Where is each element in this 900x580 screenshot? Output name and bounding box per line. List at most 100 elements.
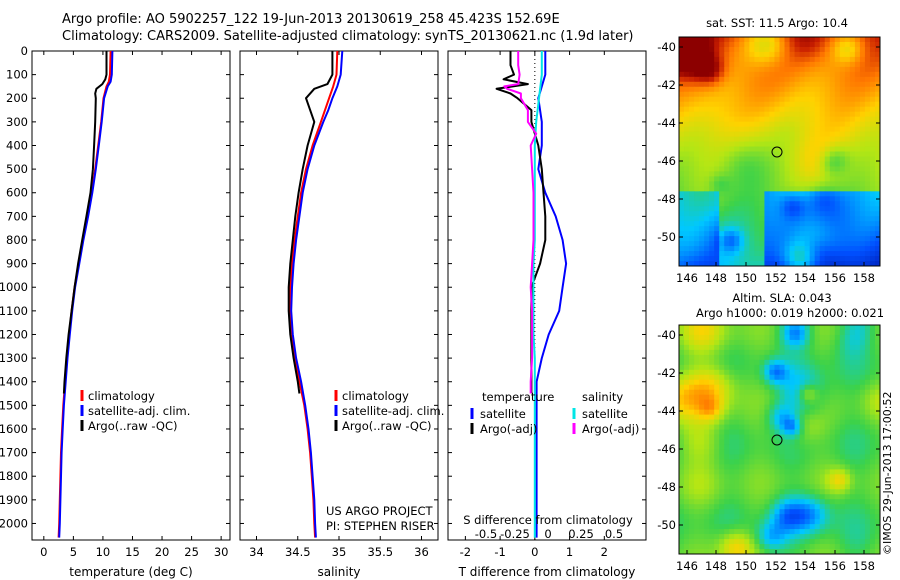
map-cell bbox=[814, 529, 821, 535]
map-cell bbox=[734, 96, 740, 103]
map-cell bbox=[774, 489, 781, 495]
map-cell bbox=[854, 136, 861, 143]
map-cell bbox=[694, 56, 700, 63]
map-cell bbox=[864, 519, 871, 525]
map-cell bbox=[724, 91, 730, 98]
map-cell bbox=[759, 151, 766, 158]
map-cell bbox=[809, 544, 816, 550]
map-cell bbox=[759, 524, 766, 530]
map-cell bbox=[799, 37, 806, 43]
map-cell bbox=[704, 329, 710, 336]
map-cell bbox=[714, 519, 720, 525]
map-cell bbox=[679, 489, 685, 495]
map-cell bbox=[724, 251, 730, 257]
map-cell bbox=[854, 434, 861, 441]
map-cell bbox=[724, 146, 730, 153]
map-cell bbox=[829, 71, 836, 78]
map-cell bbox=[794, 196, 801, 202]
map-cell bbox=[694, 325, 700, 331]
map-cell bbox=[704, 325, 710, 331]
map-cell bbox=[759, 171, 766, 177]
map-cell bbox=[734, 66, 740, 73]
map-cell bbox=[799, 201, 806, 207]
map-y-tick-label: -50 bbox=[657, 230, 676, 244]
map-cell bbox=[804, 529, 811, 535]
map-cell bbox=[744, 171, 750, 177]
map-cell bbox=[739, 494, 745, 500]
map-cell bbox=[739, 549, 745, 554]
map-cell bbox=[784, 96, 791, 103]
map-cell bbox=[779, 86, 786, 93]
map-cell bbox=[694, 181, 700, 187]
map-cell bbox=[784, 484, 791, 490]
map-cell bbox=[714, 151, 720, 158]
map-cell bbox=[709, 459, 715, 465]
map-cell bbox=[774, 156, 781, 163]
map-cell bbox=[864, 444, 871, 451]
map-cell bbox=[684, 364, 690, 371]
map-cell bbox=[714, 544, 720, 550]
map-cell bbox=[764, 176, 771, 182]
map-cell bbox=[689, 136, 695, 143]
map-cell bbox=[729, 529, 735, 535]
map-cell bbox=[749, 404, 755, 411]
map-cell bbox=[859, 474, 866, 480]
map-cell bbox=[819, 186, 826, 192]
map-cell bbox=[709, 86, 715, 93]
map-cell bbox=[869, 61, 876, 68]
map-cell bbox=[869, 96, 876, 103]
map-cell bbox=[814, 399, 821, 406]
map-cell bbox=[839, 81, 846, 88]
map-cell bbox=[699, 429, 705, 436]
map-cell bbox=[709, 126, 715, 133]
map-cell bbox=[784, 344, 791, 351]
map-cell bbox=[684, 354, 690, 361]
map-cell bbox=[784, 439, 791, 446]
map-cell bbox=[834, 364, 841, 371]
map-cell bbox=[689, 191, 695, 197]
map-cell bbox=[734, 544, 740, 550]
map-cell bbox=[869, 66, 876, 73]
map-cell bbox=[804, 61, 811, 68]
map-cell bbox=[814, 349, 821, 356]
map-cell bbox=[809, 334, 816, 341]
map-cell bbox=[714, 504, 720, 510]
map-cell bbox=[754, 539, 761, 545]
map-cell bbox=[789, 409, 796, 416]
map-cell bbox=[839, 156, 846, 163]
map-cell bbox=[749, 166, 755, 173]
map-cell bbox=[754, 384, 761, 391]
map-cell bbox=[709, 206, 715, 212]
map-cell bbox=[729, 404, 735, 411]
map-cell bbox=[764, 126, 771, 133]
map-cell bbox=[799, 121, 806, 128]
map-cell bbox=[824, 41, 831, 48]
map-cell bbox=[814, 434, 821, 441]
map-cell bbox=[774, 549, 781, 554]
map-cell bbox=[729, 454, 735, 461]
map-cell bbox=[809, 41, 816, 48]
map-cell bbox=[699, 424, 705, 431]
map-cell bbox=[829, 534, 836, 540]
x-tick-label-top: -0.5 bbox=[475, 527, 497, 541]
map-cell bbox=[764, 101, 771, 108]
map-cell bbox=[874, 394, 880, 401]
map-cell bbox=[819, 474, 826, 480]
map-cell bbox=[729, 434, 735, 441]
map-cell bbox=[799, 449, 806, 456]
map-cell bbox=[874, 389, 880, 396]
map-cell bbox=[824, 459, 831, 465]
map-cell bbox=[799, 156, 806, 163]
map-cell bbox=[874, 344, 880, 351]
map-cell bbox=[794, 499, 801, 505]
map-cell bbox=[734, 201, 740, 207]
map-cell bbox=[869, 454, 876, 461]
map-cell bbox=[814, 449, 821, 456]
map-cell bbox=[714, 374, 720, 381]
map-cell bbox=[739, 419, 745, 426]
map-cell bbox=[704, 96, 710, 103]
map-cell bbox=[744, 71, 750, 78]
map-cell bbox=[699, 379, 705, 386]
map-cell bbox=[719, 186, 725, 192]
map-cell bbox=[739, 191, 745, 197]
